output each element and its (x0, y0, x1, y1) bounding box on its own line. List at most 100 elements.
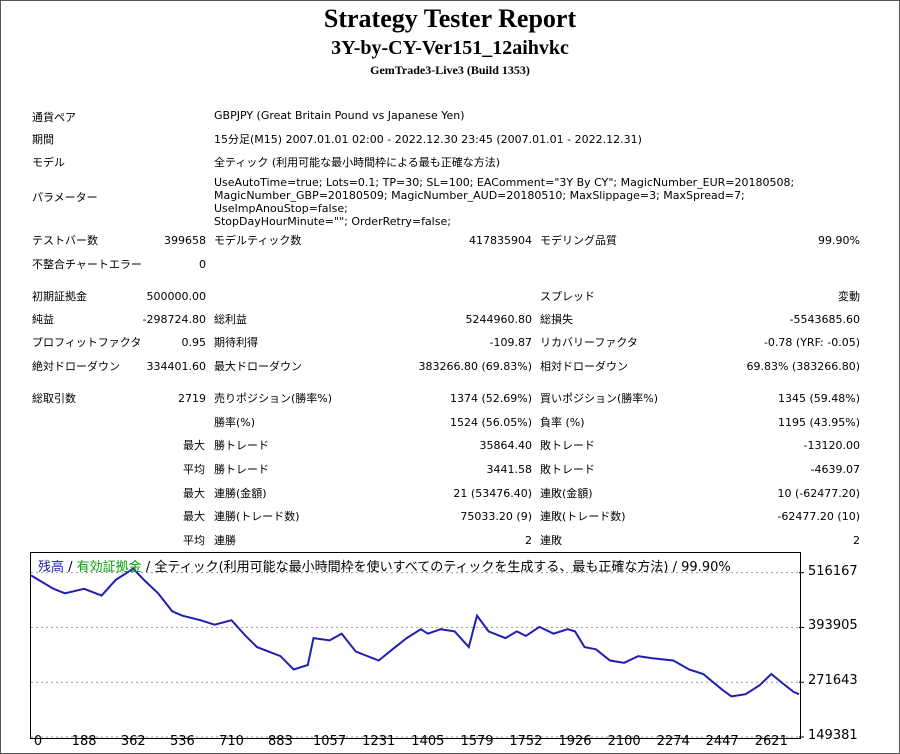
ticks-value: 417835904 (469, 234, 532, 247)
max-label: 最大 (183, 487, 205, 500)
balance-chart-area (30, 552, 801, 739)
period-value: 15分足(M15) 2007.01.01 02:00 - 2022.12.30 … (214, 133, 642, 146)
y-tick-label: 516167 (808, 563, 858, 579)
x-tick-label: 1926 (558, 734, 592, 749)
avg-label: 平均 (183, 534, 205, 547)
winrate-label: 勝率(%) (214, 416, 256, 429)
x-tick-label: 2621 (754, 734, 788, 749)
trades-value: 2719 (178, 392, 206, 405)
ticks-label: モデルティック数 (214, 234, 302, 247)
consec-profit-label: 連勝(トレード数) (214, 510, 300, 523)
avg-win-label: 勝トレード (214, 463, 269, 476)
consec-loss-value: -62477.20 (10) (777, 510, 860, 523)
x-tick-label: 710 (219, 734, 244, 749)
symbol-value: GBPJPY (Great Britain Pound vs Japanese … (214, 109, 465, 122)
model-label: モデル (32, 156, 65, 169)
x-tick-label: 188 (71, 734, 97, 749)
ea-name: 3Y-by-CY-Ver151_12aihvkc (331, 37, 569, 59)
largest-win-value: 35864.40 (479, 439, 533, 452)
x-tick-label: 1231 (362, 734, 396, 749)
quality-value: 99.90% (818, 234, 860, 247)
avg-consec-wins-label: 連勝 (214, 534, 236, 547)
payoff-value: -109.87 (489, 336, 532, 349)
errors-value: 0 (199, 258, 206, 271)
report-title: Strategy Tester Report (323, 4, 577, 33)
consec-wins-label: 連勝(金額) (214, 487, 267, 500)
y-tick-label: 149381 (808, 728, 858, 743)
bars-label: テストバー数 (32, 234, 98, 247)
legend-separator: / (64, 560, 77, 575)
x-tick-label: 536 (169, 734, 195, 749)
reldd-value: 69.83% (383266.80) (746, 360, 860, 373)
netprofit-value: -298724.80 (142, 313, 206, 326)
x-tick-label: 2447 (705, 734, 739, 749)
x-tick-label: 0 (33, 734, 43, 749)
rf-label: リカバリーファクタ (540, 336, 638, 349)
grossprofit-label: 総利益 (214, 313, 247, 326)
maxdd-label: 最大ドローダウン (214, 360, 302, 373)
period-label: 期間 (32, 133, 54, 146)
y-tick-label: 393905 (808, 618, 858, 634)
legend-separator: / (141, 560, 155, 575)
x-tick-label: 883 (267, 734, 293, 749)
deposit-label: 初期証拠金 (32, 290, 87, 303)
quality-label: モデリング品質 (540, 234, 617, 247)
x-tick-label: 1752 (509, 734, 543, 749)
server-build: GemTrade3-Live3 (Build 1353) (370, 63, 530, 77)
model-value: 全ティック (利用可能な最小時間枠による最も正確な方法) (214, 156, 501, 169)
legend-equity: 有効証拠金 (76, 560, 142, 575)
winrate-value: 1524 (56.05%) (449, 416, 532, 429)
grossprofit-value: 5244960.80 (465, 313, 532, 326)
trades-label: 総取引数 (32, 392, 76, 405)
avg-consec-losses-label: 連敗 (540, 534, 562, 547)
rf-value: -0.78 (YRF: -0.05) (763, 336, 860, 349)
largest-win-label: 勝トレード (214, 439, 269, 452)
absdd-label: 絶対ドローダウン (32, 360, 120, 373)
x-tick-label: 362 (120, 734, 146, 749)
max-label: 最大 (183, 510, 205, 523)
x-tick-label: 1579 (460, 734, 494, 749)
maxdd-value: 383266.80 (69.83%) (418, 360, 532, 373)
pf-value: 0.95 (181, 336, 207, 349)
short-value: 1374 (52.69%) (449, 392, 532, 405)
x-tick-label: 1405 (411, 734, 445, 749)
largest-loss-label: 敗トレード (540, 439, 595, 452)
x-tick-label: 1057 (313, 734, 347, 749)
avg-win-value: 3441.58 (486, 463, 533, 476)
spread-value: 変動 (838, 290, 860, 303)
lossrate-label: 負率 (%) (540, 416, 585, 429)
grossloss-value: -5543685.60 (789, 313, 860, 326)
avg-loss-label: 敗トレード (540, 463, 595, 476)
params-line: StopDayHourMinute=""; OrderRetry=false; (214, 215, 451, 228)
lossrate-value: 1195 (43.95%) (777, 416, 860, 429)
avg-loss-value: -4639.07 (810, 463, 860, 476)
symbol-label: 通貨ペア (32, 111, 76, 124)
consec-losses-value: 10 (-62477.20) (777, 487, 860, 500)
payoff-label: 期待利得 (214, 336, 258, 349)
max-label: 最大 (183, 439, 205, 452)
consec-losses-label: 連敗(金額) (540, 487, 593, 500)
legend-balance: 残高 (38, 560, 65, 575)
avg-consec-wins-value: 2 (525, 534, 532, 547)
consec-profit-value: 75033.20 (9) (460, 510, 532, 523)
consec-loss-label: 連敗(トレード数) (540, 510, 626, 523)
legend-description: 全ティック(利用可能な最小時間枠を使いすべてのティックを生成する、最も正確な方法… (154, 560, 731, 575)
y-tick-label: 271643 (808, 673, 858, 689)
avg-label: 平均 (183, 463, 205, 476)
params-line: MagicNumber_GBP=20180509; MagicNumber_AU… (214, 189, 745, 215)
short-label: 売りポジション(勝率%) (214, 392, 333, 405)
params-label: パラメーター (32, 191, 98, 204)
largest-loss-value: -13120.00 (803, 439, 860, 452)
params-line: UseAutoTime=true; Lots=0.1; TP=30; SL=10… (214, 176, 795, 189)
long-value: 1345 (59.48%) (777, 392, 860, 405)
x-tick-label: 2274 (656, 734, 690, 749)
x-tick-label: 2100 (607, 734, 641, 749)
grossloss-label: 総損失 (540, 313, 573, 326)
bars-value: 399658 (164, 234, 206, 247)
long-label: 買いポジション(勝率%) (540, 392, 659, 405)
errors-label: 不整合チャートエラー (32, 258, 142, 271)
absdd-value: 334401.60 (146, 360, 207, 373)
avg-consec-losses-value: 2 (853, 534, 860, 547)
reldd-label: 相対ドローダウン (540, 360, 628, 373)
netprofit-label: 純益 (32, 313, 54, 326)
